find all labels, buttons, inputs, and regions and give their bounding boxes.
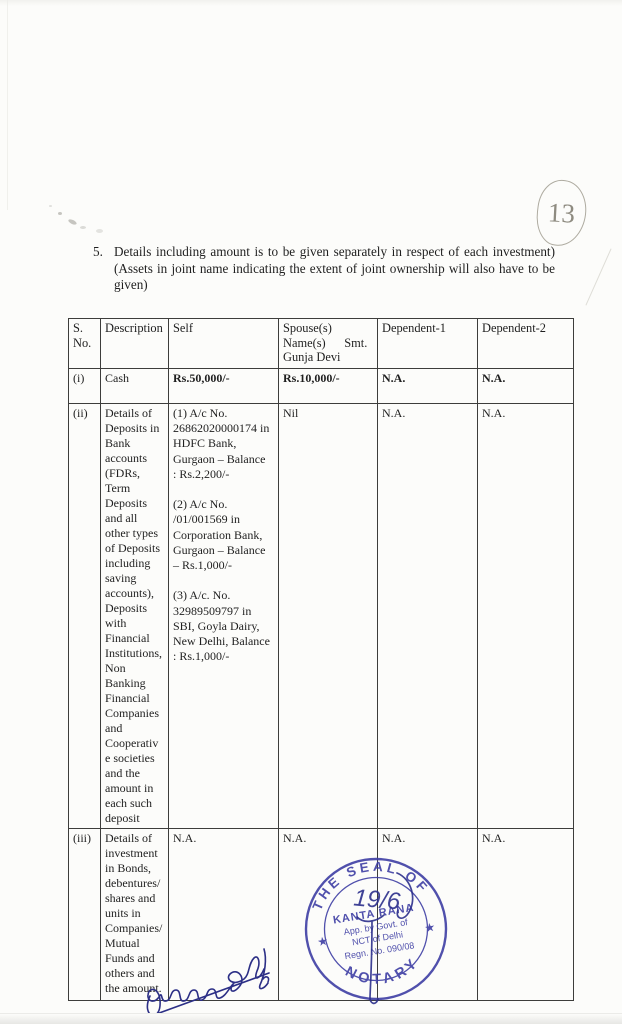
seal-star-right: ★ xyxy=(423,920,436,936)
cell-spouse: N.A. xyxy=(278,828,378,1001)
paper-crease xyxy=(585,248,612,306)
cell-description: Details of Deposits in Bank accounts (FD… xyxy=(100,403,169,829)
cell-description: Cash xyxy=(100,368,169,404)
ink-smudge xyxy=(58,212,62,215)
scan-edge-top xyxy=(0,0,622,6)
header-description: Description xyxy=(100,318,169,369)
scan-edge-left xyxy=(7,0,8,210)
header-sno: S. No. xyxy=(68,318,101,369)
table-header-row: S. No. Description Self Spouse(s) Name(s… xyxy=(68,318,574,369)
seal-star-left: ★ xyxy=(316,934,329,950)
cell-self: (1) A/c No. 26862020000174 in HDFC Bank,… xyxy=(168,403,279,829)
header-spouse: Spouse(s) Name(s) Smt. Gunja Devi xyxy=(278,318,378,369)
handwritten-date: 19/6 xyxy=(352,884,402,915)
ink-smudge xyxy=(67,218,78,226)
cell-spouse: Nil xyxy=(278,403,378,829)
cell-dependent-1: N.A. xyxy=(377,403,478,829)
cell-dependent-1: N.A. xyxy=(377,828,478,1001)
ink-smudge xyxy=(49,205,52,207)
clause-text: Details including amount is to be given … xyxy=(114,244,555,293)
cell-dependent-2: N.A. xyxy=(477,828,574,1001)
page-number-pencil-circle: 13 xyxy=(533,177,590,249)
ink-smudge xyxy=(80,226,86,229)
cell-spouse: Rs.10,000/- xyxy=(278,368,378,404)
clause-number: 5. xyxy=(93,244,103,259)
table-row-deposits: (ii) Details of Deposits in Bank account… xyxy=(68,403,574,829)
clause-5: 5. Details including amount is to be giv… xyxy=(93,244,555,294)
investments-table: S. No. Description Self Spouse(s) Name(s… xyxy=(68,318,574,1001)
cell-dependent-2: N.A. xyxy=(477,403,574,829)
cell-sno: (ii) xyxy=(68,403,101,829)
header-dependent-1: Dependent-1 xyxy=(377,318,478,369)
cell-self: Rs.50,000/- xyxy=(168,368,279,404)
notary-seal-stamp: THE SEAL OF NOTARY ★ ★ KANTA RANA App. b… xyxy=(304,855,448,1005)
header-self: Self xyxy=(168,318,279,369)
notary-handwriting: 19/6 xyxy=(352,872,414,1005)
page-number: 13 xyxy=(547,196,576,229)
table-row-bonds: (iii) Details of investment in Bonds, de… xyxy=(68,828,574,1001)
header-dependent-2: Dependent-2 xyxy=(477,318,574,369)
cell-description: Details of investment in Bonds, debentur… xyxy=(100,828,169,1001)
table-row-cash: (i) Cash Rs.50,000/- Rs.10,000/- N.A. N.… xyxy=(68,368,574,404)
cell-dependent-1: N.A. xyxy=(377,368,478,404)
cell-dependent-2: N.A. xyxy=(477,368,574,404)
cell-sno: (iii) xyxy=(68,828,101,1001)
ink-smudge xyxy=(96,229,103,233)
scan-edge-bottom xyxy=(0,1013,622,1024)
cell-sno: (i) xyxy=(68,368,101,404)
signature-scribble xyxy=(146,948,270,1017)
